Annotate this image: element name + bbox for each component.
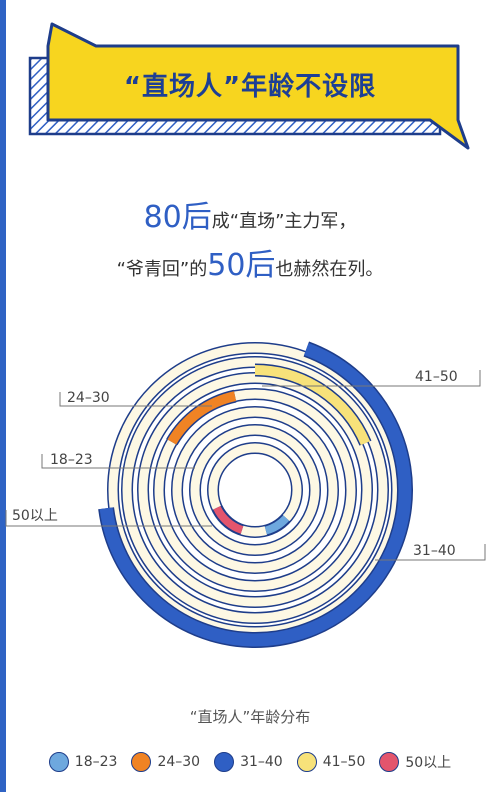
ring-track-6 bbox=[108, 343, 402, 637]
label-24-30-leader bbox=[59, 392, 212, 407]
ring-track-1 bbox=[190, 425, 320, 555]
legend-swatch-50-plus bbox=[379, 752, 400, 772]
label-50-plus: 50以上 bbox=[12, 508, 58, 524]
legend-item-50-plus: 50以上 bbox=[379, 752, 451, 772]
label-50-plus-leader bbox=[5, 510, 212, 527]
headline-line1-text: 成“直场”主力军， bbox=[211, 211, 357, 232]
legend-swatch-31-40 bbox=[214, 752, 235, 772]
ring-track-4 bbox=[138, 373, 372, 607]
banner-title: “直场人”年龄不设限 bbox=[123, 71, 377, 102]
chart-title: “直场人”年龄分布 bbox=[189, 708, 311, 726]
ring-track-2 bbox=[172, 407, 338, 573]
headline-line-2: “爷青回”的50后也赫然在列。 bbox=[0, 240, 500, 284]
ring-track-0 bbox=[208, 443, 302, 537]
legend-label-24-30: 24–30 bbox=[157, 754, 201, 770]
banner-graphic bbox=[28, 22, 470, 150]
legend-label-31-40: 31–40 bbox=[240, 754, 283, 770]
title-banner: “直场人”年龄不设限 bbox=[0, 0, 500, 165]
ring-track-5 bbox=[122, 357, 388, 623]
headline-50s: 50后 bbox=[207, 248, 276, 283]
legend-item-41-50: 41–50 bbox=[296, 752, 366, 772]
legend-swatch-18-23 bbox=[48, 752, 69, 772]
legend-item-18-23: 18–23 bbox=[48, 752, 118, 772]
ring-track-3 bbox=[154, 389, 356, 591]
label-18-23-leader bbox=[41, 454, 195, 469]
legend-label-18-23: 18–23 bbox=[74, 754, 118, 770]
label-41-50: 41–50 bbox=[415, 369, 458, 385]
age-ring-chart: 41–50 24–30 18–23 50以上 31–40 bbox=[5, 341, 486, 648]
label-24-30: 24–30 bbox=[67, 390, 110, 406]
label-31-40-leader bbox=[375, 544, 486, 561]
bar-18-23 bbox=[264, 515, 290, 535]
legend-label-50-plus: 50以上 bbox=[405, 755, 452, 771]
headline-80s: 80后 bbox=[143, 200, 212, 235]
headline-line2-post: 也赫然在列。 bbox=[275, 259, 384, 280]
legend-item-24-30: 24–30 bbox=[131, 752, 200, 772]
label-31-40: 31–40 bbox=[413, 543, 456, 559]
bar-24-30 bbox=[167, 391, 237, 445]
legend-item-31-40: 31–40 bbox=[214, 752, 283, 772]
bar-50-plus bbox=[213, 505, 244, 534]
left-rule bbox=[0, 0, 6, 792]
legend-swatch-41-50 bbox=[296, 752, 317, 772]
headline-line-1: 80后成“直场”主力军， bbox=[0, 192, 500, 236]
label-41-50-leader bbox=[262, 370, 481, 387]
headline-line2-pre: “爷青回”的 bbox=[116, 259, 208, 280]
legend: 18–23 24–30 31–40 41–50 50以上 bbox=[0, 752, 500, 772]
bar-31-40 bbox=[99, 342, 412, 647]
legend-swatch-24-30 bbox=[131, 752, 152, 772]
label-18-23: 18–23 bbox=[50, 452, 93, 468]
bar-41-50 bbox=[254, 365, 371, 446]
legend-label-41-50: 41–50 bbox=[322, 754, 366, 770]
